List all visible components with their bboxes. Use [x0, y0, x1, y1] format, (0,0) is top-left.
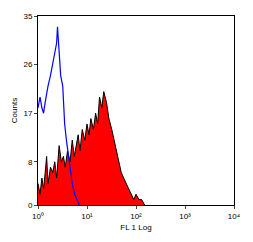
svg-text:17: 17	[23, 109, 32, 118]
svg-text:0: 0	[28, 201, 33, 210]
svg-text:10¹: 10¹	[81, 212, 93, 221]
svg-text:Counts: Counts	[10, 98, 19, 123]
svg-text:8: 8	[28, 158, 33, 167]
svg-text:26: 26	[23, 60, 32, 69]
svg-text:10⁰: 10⁰	[32, 212, 44, 221]
svg-text:FL 1 Log: FL 1 Log	[120, 223, 151, 232]
svg-text:10²: 10²	[130, 212, 142, 221]
svg-text:10⁴: 10⁴	[228, 212, 241, 221]
svg-text:35: 35	[23, 12, 32, 21]
svg-text:10³: 10³	[179, 212, 191, 221]
